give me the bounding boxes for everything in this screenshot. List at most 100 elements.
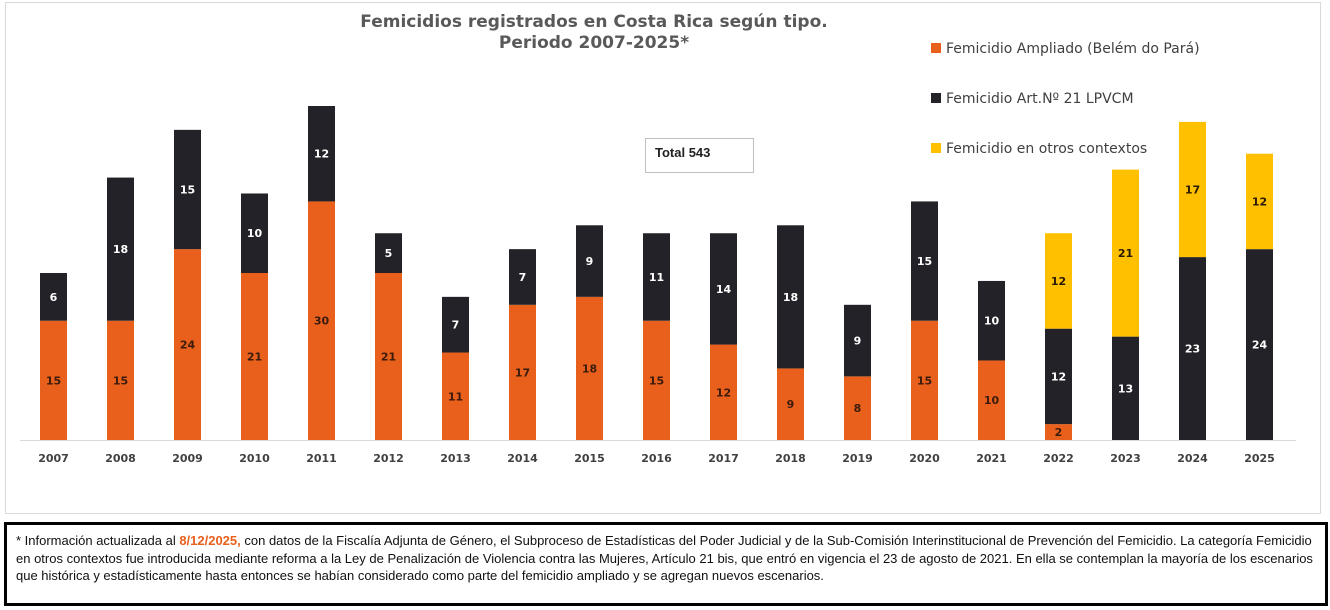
bar-label-2009-series-1: 24 (180, 339, 196, 352)
legend-swatch-3 (931, 143, 941, 153)
footnote-box: * Información actualizada al 8/12/2025, … (4, 522, 1328, 606)
bar-segment-2014-series-2 (509, 249, 536, 305)
bar-segment-2024-series-2 (1179, 257, 1206, 440)
bar-segment-2013-series-2 (442, 296, 469, 353)
bar-label-2007-series-1: 15 (46, 374, 61, 387)
legend-swatch-2 (931, 93, 941, 103)
chart-frame (5, 2, 1321, 514)
bar-label-2025-series-2: 24 (1252, 339, 1268, 352)
x-tick-label-2012: 2012 (373, 452, 404, 465)
x-tick-label-2016: 2016 (641, 452, 672, 465)
bar-segment-2023-series-2 (1112, 336, 1139, 440)
footnote-prefix: * Información actualizada al (16, 533, 180, 548)
x-tick-label-2013: 2013 (440, 452, 471, 465)
bar-segment-2024-series-3 (1179, 121, 1206, 258)
x-tick-label-2007: 2007 (38, 452, 69, 465)
bar-segment-2018-series-1 (777, 368, 804, 440)
bar-label-2016-series-2: 11 (649, 271, 664, 284)
bar-segment-2012-series-1 (375, 273, 402, 440)
x-tick-label-2008: 2008 (105, 452, 136, 465)
legend: Femicidio Ampliado (Belém do Pará) Femici… (931, 41, 1200, 157)
x-tick-label-2009: 2009 (172, 452, 203, 465)
x-tick-label-2015: 2015 (574, 452, 605, 465)
total-annotation: Total 543 (645, 138, 754, 173)
bar-segment-2017-series-2 (710, 233, 737, 345)
legend-swatch-1 (931, 43, 941, 53)
bar-label-2019-series-2: 9 (854, 335, 862, 348)
x-tick-label-2023: 2023 (1110, 452, 1141, 465)
bar-label-2022-series-3: 12 (1051, 275, 1066, 288)
x-tick-label-2014: 2014 (507, 452, 538, 465)
bar-segment-2023-series-3 (1112, 169, 1139, 337)
x-tick-label-2020: 2020 (909, 452, 940, 465)
bar-segment-2007-series-1 (40, 320, 67, 440)
bar-label-2013-series-1: 11 (448, 390, 463, 403)
bar-label-2024-series-3: 17 (1185, 184, 1200, 197)
bar-label-2015-series-1: 18 (582, 362, 597, 375)
bar-label-2022-series-2: 12 (1051, 370, 1066, 383)
bar-label-2011-series-1: 30 (314, 315, 330, 328)
x-tick-label-2019: 2019 (842, 452, 873, 465)
bar-label-2011-series-2: 12 (314, 148, 329, 161)
bars-group: 15 6 15 18 24 15 21 10 30 12 21 5 11 7 17 7 18 9 15 11 12 14 9… (40, 106, 1273, 440)
bar-segment-2021-series-2 (978, 280, 1005, 361)
bar-segment-2022-series-3 (1045, 233, 1072, 329)
bar-segment-2012-series-2 (375, 233, 402, 273)
bar-label-2013-series-2: 7 (452, 319, 460, 332)
bar-label-2014-series-2: 7 (519, 271, 527, 284)
bar-label-2020-series-1: 15 (917, 374, 932, 387)
x-tick-label-2021: 2021 (976, 452, 1007, 465)
bar-segment-2015-series-2 (576, 225, 603, 297)
bar-segment-2016-series-2 (643, 233, 670, 321)
bar-label-2022-series-1: 2 (1055, 426, 1063, 439)
bar-segment-2020-series-2 (911, 201, 938, 321)
legend-label-1: Femicidio Ampliado (Belém do Pará) (946, 41, 1200, 57)
bar-segment-2013-series-1 (442, 352, 469, 440)
bar-label-2021-series-2: 10 (984, 315, 1000, 328)
bar-segment-2019-series-1 (844, 376, 871, 440)
bar-label-2010-series-1: 21 (247, 351, 262, 364)
bar-segment-2022-series-1 (1045, 424, 1072, 440)
bar-label-2014-series-1: 17 (515, 366, 530, 379)
x-tick-label-2010: 2010 (239, 452, 270, 465)
bar-label-2021-series-1: 10 (984, 394, 1000, 407)
bar-segment-2025-series-2 (1246, 249, 1273, 440)
bar-label-2023-series-2: 13 (1118, 382, 1133, 395)
bar-label-2017-series-2: 14 (716, 283, 732, 296)
bar-segment-2008-series-1 (107, 320, 134, 440)
bar-label-2024-series-2: 23 (1185, 343, 1200, 356)
x-tick-label-2017: 2017 (708, 452, 739, 465)
chart-title: Femicidios registrados en Costa Rica seg… (360, 12, 827, 32)
x-tick-label-2025: 2025 (1244, 452, 1275, 465)
bar-label-2019-series-1: 8 (854, 402, 862, 415)
x-axis-ticks: 2007 2008 2009 2010 2011 2012 2013 2014 2015 2016… (38, 452, 1275, 465)
bar-segment-2020-series-1 (911, 320, 938, 440)
stacked-bar-chart: Femicidios registrados en Costa Rica seg… (20, 12, 1296, 465)
bar-segment-2010-series-2 (241, 193, 268, 273)
bar-segment-2016-series-1 (643, 320, 670, 440)
bar-label-2009-series-2: 15 (180, 184, 195, 197)
bar-label-2008-series-1: 15 (113, 374, 128, 387)
bar-segment-2014-series-1 (509, 304, 536, 440)
x-tick-label-2022: 2022 (1043, 452, 1074, 465)
bar-label-2018-series-1: 9 (787, 398, 795, 411)
footnote-body: con datos de la Fiscalía Adjunta de Géne… (16, 533, 1313, 583)
bar-segment-2007-series-2 (40, 273, 67, 321)
bar-label-2007-series-2: 6 (50, 291, 58, 304)
bar-segment-2019-series-2 (844, 304, 871, 377)
x-tick-label-2018: 2018 (775, 452, 806, 465)
bar-label-2017-series-1: 12 (716, 386, 731, 399)
footnote-update-date: 8/12/2025, (179, 533, 241, 548)
bar-segment-2009-series-1 (174, 249, 201, 440)
bar-label-2012-series-2: 5 (385, 247, 393, 260)
bar-label-2008-series-2: 18 (113, 243, 128, 256)
bar-label-2010-series-2: 10 (247, 227, 263, 240)
bar-segment-2010-series-1 (241, 273, 268, 440)
bar-segment-2025-series-3 (1246, 153, 1273, 250)
bar-segment-2018-series-2 (777, 225, 804, 369)
bar-label-2015-series-2: 9 (586, 255, 594, 268)
bar-segment-2017-series-1 (710, 344, 737, 440)
bar-segment-2022-series-2 (1045, 328, 1072, 425)
bar-label-2012-series-1: 21 (381, 351, 396, 364)
bar-segment-2008-series-2 (107, 177, 134, 321)
